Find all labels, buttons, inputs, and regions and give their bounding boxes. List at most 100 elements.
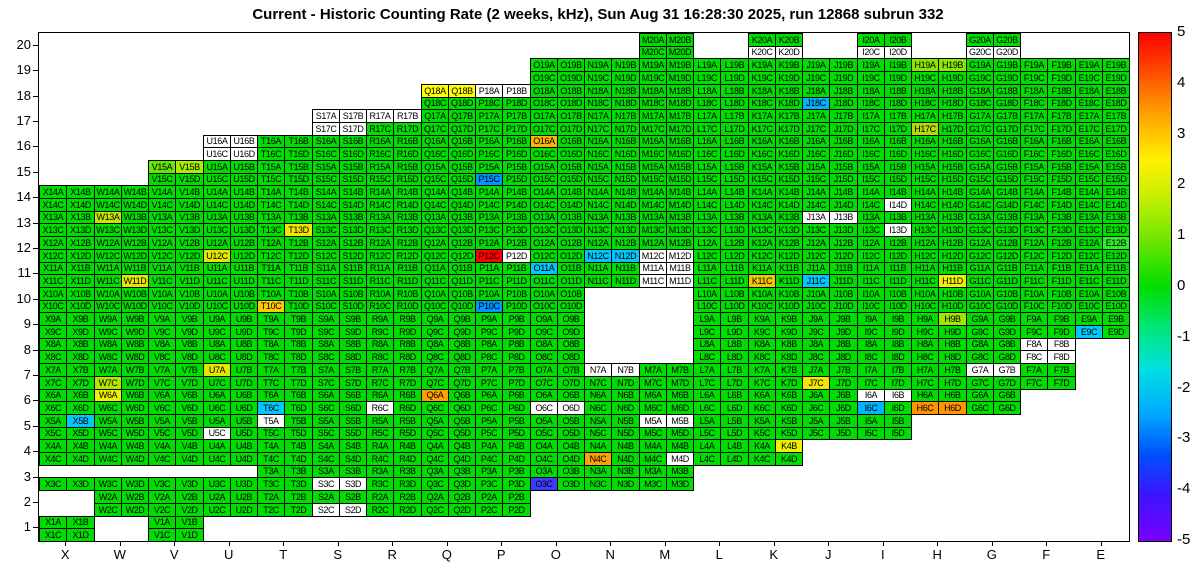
cell-O19A: O19A [530,58,558,72]
cell-J14B: J14B [829,185,858,199]
cell-N4B: N4B [611,439,640,453]
cell-O9D: O9D [557,325,585,339]
cell-L15B: L15B [720,160,749,174]
cell-E12D: E12D [1102,249,1130,263]
y-axis-label-4: 4 [23,443,31,459]
cell-H13C: H13C [911,223,939,237]
cell-W14D: W14D [121,198,149,212]
cell-P15B: P15B [502,160,531,174]
cell-S17B: S17B [339,109,367,123]
cell-W12A: W12A [94,236,122,250]
cell-W4A: W4A [94,439,122,453]
cell-F9D: F9D [1047,325,1076,339]
cell-S11D: S11D [339,274,367,288]
cell-P3D: P3D [502,477,531,491]
cell-M13D: M13D [666,223,694,237]
cell-V5B: V5B [175,414,204,428]
cell-X10B: X10B [66,287,95,301]
cell-W7A: W7A [94,363,122,377]
cell-T6D: T6D [284,401,313,415]
cell-G9B: G9B [993,312,1021,326]
cell-K4B: K4B [775,439,803,453]
cell-T14C: T14C [257,198,285,212]
cell-J12A: J12A [802,236,830,250]
cell-U7A: U7A [203,363,231,377]
cell-I16D: I16D [884,147,912,161]
cell-N19B: N19B [611,58,640,72]
cell-N13C: N13C [584,223,612,237]
cell-T15B: T15B [284,160,313,174]
cell-U4B: U4B [230,439,258,453]
cell-J7A: J7A [802,363,830,377]
cell-P4D: P4D [502,452,531,466]
cell-N7B: N7B [611,363,640,377]
x-axis-label-O: O [550,547,561,562]
cell-S6C: S6C [312,401,340,415]
cell-V1D: V1D [175,528,204,542]
cell-R16C: R16C [366,147,394,161]
cell-N16C: N16C [584,147,612,161]
cell-J12C: J12C [802,249,830,263]
colorbar-tick-4: 4 [1177,73,1186,91]
cell-L7D: L7D [720,376,749,390]
cell-X5B: X5B [66,414,95,428]
cell-F11C: F11C [1020,274,1048,288]
x-axis-label-N: N [605,547,615,562]
cell-F17D: F17D [1047,122,1076,136]
cell-H10A: H10A [911,287,939,301]
y-axis-label-19: 19 [16,62,31,78]
cell-I16C: I16C [857,147,885,161]
cell-P6C: P6C [475,401,503,415]
cell-R12A: R12A [366,236,394,250]
cell-T8D: T8D [284,350,313,364]
cell-P8C: P8C [475,350,503,364]
cell-G9C: G9C [966,325,994,339]
cell-V5A: V5A [148,414,176,428]
cell-O5A: O5A [530,414,558,428]
cell-W5B: W5B [121,414,149,428]
cell-Q17D: Q17D [448,122,476,136]
cell-L10A: L10A [693,287,721,301]
cell-V14B: V14B [175,185,204,199]
cell-P7D: P7D [502,376,531,390]
cell-R9A: R9A [366,312,394,326]
cell-I7C: I7C [857,376,885,390]
cell-P12C: P12C [475,249,503,263]
x-axis-label-L: L [715,547,723,562]
cell-L4A: L4A [693,439,721,453]
cell-U16C: U16C [203,147,231,161]
cell-G15A: G15A [966,160,994,174]
cell-P3C: P3C [475,477,503,491]
cell-T12B: T12B [284,236,313,250]
cell-O4D: O4D [557,452,585,466]
cell-R11C: R11C [366,274,394,288]
cell-T7D: T7D [284,376,313,390]
cell-R13C: R13C [366,223,394,237]
cell-N18B: N18B [611,84,640,98]
cell-F14C: F14C [1020,198,1048,212]
cell-L12C: L12C [693,249,721,263]
cell-U10B: U10B [230,287,258,301]
cell-R4D: R4D [393,452,422,466]
cell-O14D: O14D [557,198,585,212]
cell-W14A: W14A [94,185,122,199]
cell-V7C: V7C [148,376,176,390]
cell-J5A: J5A [802,414,830,428]
cell-L17D: L17D [720,122,749,136]
cell-S8D: S8D [339,350,367,364]
cell-E15B: E15B [1102,160,1130,174]
cell-F17B: F17B [1047,109,1076,123]
cell-N12B: N12B [611,236,640,250]
cell-M4C: M4C [639,452,667,466]
cell-J9A: J9A [802,312,830,326]
cell-I14A: I14A [857,185,885,199]
cell-O15A: O15A [530,160,558,174]
cell-V4A: V4A [148,439,176,453]
cell-U12C: U12C [203,249,231,263]
cell-Q3D: Q3D [448,477,476,491]
cell-H12D: H12D [938,249,967,263]
cell-K4D: K4D [775,452,803,466]
cell-R7C: R7C [366,376,394,390]
cell-O11D: O11D [557,274,585,288]
x-axis-tick [610,542,612,546]
